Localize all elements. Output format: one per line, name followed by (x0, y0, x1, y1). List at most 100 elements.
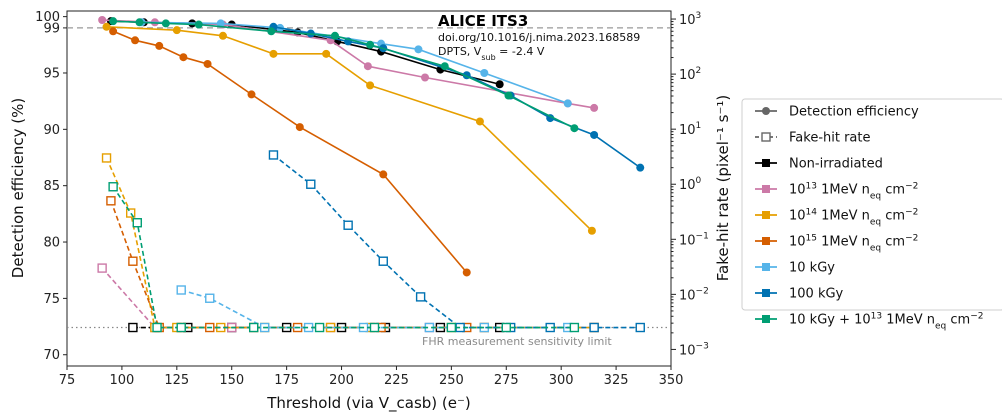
x-tick-label: 250 (439, 373, 464, 388)
fhr-point (314, 322, 325, 333)
efficiency-point (109, 27, 118, 36)
efficiency-point (590, 103, 599, 112)
fhr-point (106, 196, 116, 206)
legend-marker-e14 (762, 211, 770, 219)
efficiency-point (590, 130, 599, 139)
efficiency-line-e14 (106, 25, 593, 232)
x-tick-label: 300 (549, 373, 574, 388)
x-axis-title: Threshold (via V_casb) (e⁻) (266, 394, 471, 413)
efficiency-point (440, 62, 449, 71)
efficiency-point (203, 59, 212, 68)
legend-fhr-marker (761, 132, 771, 142)
legend-box (741, 98, 1002, 311)
legend-marker-e13 (762, 185, 770, 193)
fhr-line-k10 (180, 289, 568, 329)
y-right-tick-label: 10−3 (679, 341, 709, 358)
y-right-axis-title: Fake-hit rate (pixel⁻¹ s⁻¹) (714, 95, 732, 281)
fhr-point (97, 263, 107, 273)
annotation-doi: doi.org/10.1016/j.nima.2023.168589 (438, 31, 640, 44)
series-e13 (97, 16, 599, 333)
efficiency-point (155, 41, 164, 50)
legend-label: Detection efficiency (789, 105, 919, 120)
efficiency-point (267, 27, 276, 36)
legend: Detection efficiency Fake-hit rate Non-irr… (741, 98, 1002, 332)
efficiency-point (330, 31, 339, 40)
efficiency-point (295, 123, 304, 132)
efficiency-line-mix (113, 20, 575, 129)
efficiency-point (414, 45, 423, 54)
fhr-point (176, 322, 186, 333)
y-right-tick-label: 102 (679, 66, 701, 83)
fhr-point (378, 256, 388, 266)
legend-label-e14: 1014 1MeV neq cm−2 (789, 208, 918, 228)
fhr-point (635, 322, 645, 333)
efficiency-point (421, 73, 430, 82)
efficiency-point (462, 268, 471, 277)
legend-label-nonirr: Non-irradiated (789, 157, 883, 172)
fhr-point (415, 292, 426, 302)
fhr-line-e13 (101, 267, 595, 329)
legend-efficiency-marker (762, 107, 770, 115)
efficiency-point (504, 91, 513, 100)
y-left-tick-label: 80 (43, 236, 60, 251)
fhr-point (152, 322, 162, 333)
fhr-point (501, 322, 511, 333)
x-tick-label: 325 (604, 373, 629, 388)
x-tick-label: 350 (659, 373, 684, 388)
fhr-point (369, 322, 380, 333)
fhr-point (306, 179, 316, 189)
fhr-line-k100 (272, 154, 641, 329)
y-right-tick-label: 10−2 (679, 286, 709, 303)
efficiency-point (495, 80, 504, 89)
efficiency-point (247, 90, 256, 99)
efficiency-point (563, 99, 572, 108)
efficiency-point (218, 31, 227, 40)
fhr-point (589, 322, 599, 333)
series-k100 (268, 22, 645, 333)
legend-label-mix: 10 kGy + 1013 1MeV neq cm−2 (789, 312, 984, 332)
x-tick-label: 150 (219, 373, 244, 388)
x-tick-label: 175 (274, 373, 299, 388)
y-left-tick-label: 99 (43, 21, 60, 36)
efficiency-point (131, 36, 140, 45)
efficiency-point (98, 16, 107, 25)
efficiency-point (480, 68, 489, 77)
fhr-line-e15 (110, 200, 467, 329)
efficiency-point (475, 117, 484, 126)
efficiency-line-e15 (112, 30, 468, 273)
y-left-axis-title: Detection efficiency (%) (9, 98, 27, 278)
y-left-tick-label: 75 (43, 292, 60, 307)
x-tick-label: 225 (384, 373, 409, 388)
x-tick-label: 125 (164, 373, 189, 388)
fhr-point (176, 285, 186, 295)
efficiency-point (102, 22, 111, 31)
annotation-condition: DPTS, Vsub = -2.4 V (438, 45, 545, 62)
fhr-point (128, 256, 138, 266)
series-e14 (101, 22, 599, 333)
fhr-point (128, 322, 138, 333)
y-right-tick-label: 10−1 (679, 231, 709, 248)
legend-label: Fake-hit rate (789, 131, 871, 146)
efficiency-point (379, 170, 388, 179)
y-left-tick-label: 90 (43, 123, 60, 138)
y-right-tick-label: 101 (679, 121, 701, 138)
fhr-point (446, 322, 457, 333)
legend-label-k100: 100 kGy (789, 287, 844, 302)
fhr-line-mix (112, 186, 575, 329)
y-left-tick-label: 100 (35, 10, 60, 25)
efficiency-point (216, 19, 225, 28)
fhr-point (343, 220, 353, 230)
efficiency-point (363, 62, 372, 71)
series-mix (108, 17, 580, 333)
efficiency-point (269, 49, 278, 58)
fhr-point (101, 153, 112, 163)
y-left-tick-label: 70 (43, 348, 60, 363)
fhr-point (205, 293, 215, 303)
fhr-point (125, 208, 136, 218)
efficiency-point (636, 163, 645, 172)
y-left-tick-label: 85 (43, 179, 60, 194)
efficiency-point (366, 81, 375, 90)
legend-label-e13: 1013 1MeV neq cm−2 (789, 182, 918, 202)
efficiency-point (366, 40, 375, 49)
